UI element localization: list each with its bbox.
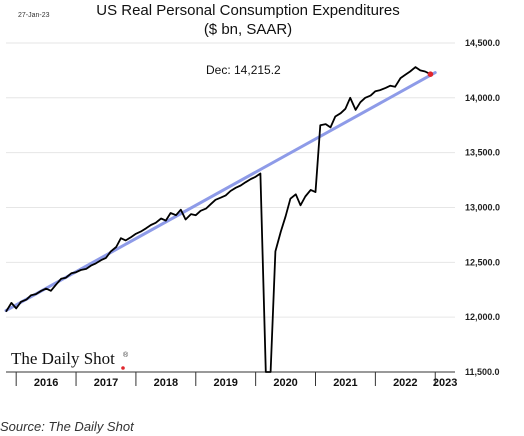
series-line xyxy=(5,66,431,373)
brand-mark: ® xyxy=(123,351,129,359)
y-tick-label: 13,000.0 xyxy=(465,202,500,212)
y-tick-label: 13,500.0 xyxy=(465,148,500,158)
x-axis: 2016 2017 2018 2019 2020 2021 2022 2023 xyxy=(6,371,457,389)
last-value-annotation: Dec: 14,215.2 xyxy=(206,63,281,77)
y-tick-label: 12,000.0 xyxy=(465,312,500,322)
x-tick-label: 2020 xyxy=(273,377,297,389)
x-tick-label: 2017 xyxy=(94,377,118,389)
x-tick-label: 2021 xyxy=(333,377,357,389)
x-tick-label: 2016 xyxy=(34,377,58,389)
plot-area xyxy=(4,66,437,373)
x-tick-label: 2019 xyxy=(213,377,237,389)
date-stamp: 27-Jan-23 xyxy=(18,12,50,19)
last-point-marker xyxy=(427,71,434,78)
brand-name: The Daily Shot xyxy=(11,349,115,368)
x-tick-label: 2022 xyxy=(393,377,417,389)
y-tick-label: 11,500.0 xyxy=(465,367,500,377)
x-tick-label: 2018 xyxy=(154,377,178,389)
y-axis: 11,500.0 12,000.0 12,500.0 13,000.0 13,500.0… xyxy=(465,38,500,377)
y-tick-label: 14,000.0 xyxy=(465,93,500,103)
brand-dot xyxy=(121,366,125,370)
source-note: Source: The Daily Shot xyxy=(0,419,135,434)
y-tick-label: 12,500.0 xyxy=(465,257,500,267)
y-tick-label: 14,500.0 xyxy=(465,38,500,48)
chart-subtitle: ($ bn, SAAR) xyxy=(204,21,292,38)
brand-logo: The Daily Shot ® xyxy=(11,349,129,370)
chart-title: US Real Personal Consumption Expenditure… xyxy=(96,2,400,19)
x-tick-label: 2023 xyxy=(433,377,457,389)
